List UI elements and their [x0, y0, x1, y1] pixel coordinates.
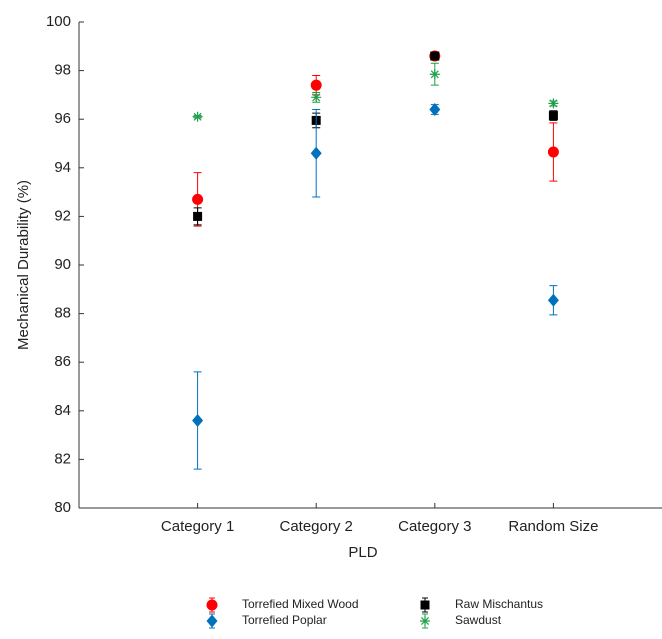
x-axis-label: PLD [348, 544, 377, 561]
data-point [192, 414, 204, 428]
legend-label: Raw Mischantus [455, 597, 543, 611]
data-point [547, 293, 559, 307]
data-point [193, 211, 203, 221]
data-point [192, 111, 203, 122]
x-tick-label: Category 3 [398, 518, 471, 535]
legend-marker [420, 616, 430, 626]
data-point [310, 146, 322, 160]
data-point [547, 146, 559, 158]
data-point [192, 193, 204, 205]
y-tick-label: 96 [54, 110, 71, 127]
y-tick-label: 98 [54, 62, 71, 79]
y-axis-label: Mechanical Durability (%) [15, 180, 32, 350]
legend-label: Torrefied Poplar [242, 613, 327, 627]
x-tick-label: Category 2 [280, 518, 353, 535]
data-point [548, 111, 558, 121]
x-tick-label: Random Size [508, 518, 598, 535]
legend-label: Torrefied Mixed Wood [242, 597, 359, 611]
data-point [311, 92, 322, 103]
x-tick-label: Category 1 [161, 518, 234, 535]
y-tick-label: 86 [54, 353, 71, 370]
y-tick-label: 88 [54, 305, 71, 322]
y-tick-label: 100 [46, 13, 71, 30]
data-point [310, 79, 322, 91]
y-tick-label: 80 [54, 499, 71, 516]
legend-marker [420, 600, 430, 610]
y-tick-label: 82 [54, 450, 71, 467]
data-point [548, 98, 559, 109]
y-tick-label: 92 [54, 207, 71, 224]
y-tick-label: 84 [54, 402, 71, 419]
data-point [429, 69, 440, 80]
data-point [430, 51, 440, 61]
legend-marker [206, 614, 218, 628]
data-point [429, 102, 441, 116]
y-tick-label: 94 [54, 159, 71, 176]
legend-label: Sawdust [455, 613, 502, 627]
y-tick-label: 90 [54, 256, 71, 273]
legend-marker [206, 599, 218, 611]
